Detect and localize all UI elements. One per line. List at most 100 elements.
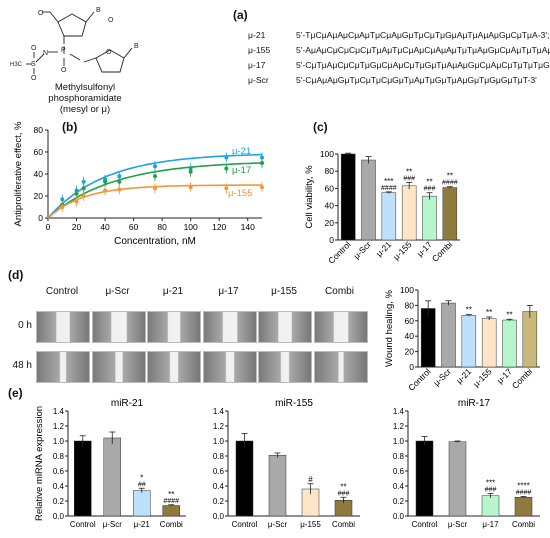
data-point — [188, 185, 193, 190]
wound-image — [258, 351, 312, 383]
y-tick-label: 0 — [38, 213, 43, 223]
data-point — [81, 179, 86, 184]
mesyl-caption-line2: phosphoramidate — [48, 93, 122, 104]
atom-o-s1: O — [31, 45, 37, 52]
y-tick-label: 1.0 — [213, 437, 225, 446]
sequence-name: μ-21 — [248, 30, 266, 40]
significance-star: ** — [426, 178, 432, 187]
series-label: μ-17 — [232, 165, 251, 176]
bar — [420, 308, 436, 368]
bar — [415, 440, 434, 517]
x-tick-label: 60 — [129, 222, 139, 232]
mir21-expression-chart: 0.0 0.2 0.4 0.6 0.8 1.0 1.2 1.4 miR-21 Relative m… — [34, 398, 186, 529]
y-axis-label: Wound healing, % — [384, 289, 395, 366]
chart-title: miR-21 — [111, 398, 144, 409]
wound-column-label: Control — [45, 286, 79, 297]
x-tick-label: 120 — [212, 222, 226, 232]
x-tick-label: Control — [232, 520, 258, 529]
x-tick-label: 40 — [100, 222, 110, 232]
y-tick-label: 0.0 — [393, 512, 405, 521]
wound-image — [91, 311, 146, 343]
mesyl-caption-line1: Methylsulfonyl — [54, 82, 116, 93]
wound-image — [36, 351, 90, 383]
x-tick-label: Control — [412, 520, 438, 529]
data-point — [153, 164, 157, 169]
y-tick-label: 1.4 — [393, 407, 405, 416]
y-tick-label: 80 — [34, 125, 44, 135]
y-tick-label: 100 — [320, 149, 334, 159]
data-point — [117, 179, 122, 184]
data-point — [188, 169, 193, 174]
panel-e-label: (e) — [8, 386, 23, 400]
x-tick-label: 80 — [157, 222, 167, 232]
y-tick-label: 60 — [34, 147, 44, 157]
bar — [401, 185, 417, 241]
x-tick-label: Combi — [510, 366, 535, 391]
y-tick-label: 20 — [34, 191, 44, 201]
bar — [361, 159, 376, 241]
y-tick-label: 1.4 — [213, 407, 225, 416]
sequence-text: 5'-CμTμAμCμCμTμGμCμAμCμTμGμTμAμAμGμCμAμC… — [296, 60, 550, 70]
bar — [481, 318, 497, 368]
y-tick-label: 0 — [409, 362, 414, 372]
x-tick-label: Combi — [332, 520, 355, 529]
y-tick-label: 0.2 — [213, 497, 225, 506]
y-tick-label: 0.8 — [393, 452, 405, 461]
x-tick-label: μ-Scr — [448, 520, 468, 529]
data-point — [74, 199, 79, 204]
x-tick-label: μ-155 — [300, 520, 321, 529]
x-tick-label: μ-Scr — [103, 520, 123, 529]
y-tick-label: 0.6 — [213, 467, 225, 476]
x-tick-label: Control — [70, 520, 96, 529]
data-point — [103, 179, 108, 184]
x-tick-label: Combi — [160, 520, 183, 529]
chart-title: miR-155 — [275, 398, 313, 409]
panel-c-label: (c) — [313, 120, 328, 134]
significance-star: * — [140, 473, 143, 482]
x-tick-label: μ-155 — [471, 366, 494, 389]
y-tick-label: 100 — [400, 285, 414, 295]
y-tick-label: 0.4 — [53, 482, 65, 491]
significance-star: ** — [506, 310, 512, 319]
significance-star: **** — [517, 482, 529, 491]
significance-star: ** — [406, 167, 412, 176]
y-tick-label: 0.2 — [53, 497, 65, 506]
significance-hash: ### — [338, 490, 350, 497]
atom-s: S — [31, 61, 36, 68]
data-point — [74, 191, 79, 196]
wound-image — [91, 351, 146, 383]
wound-image — [36, 311, 90, 343]
atom-p: P — [61, 47, 66, 54]
data-point — [117, 174, 122, 179]
bar — [162, 505, 180, 517]
bar — [514, 497, 533, 517]
data-point — [260, 155, 264, 160]
bar — [502, 319, 517, 368]
wound-image-grid: Control μ-Scr μ-21 μ-17 μ-155 Combi 0 h 48 h — [0, 286, 370, 386]
atom-n: N — [43, 50, 48, 57]
bar — [441, 302, 456, 368]
wound-column-label: μ-21 — [162, 286, 184, 297]
atom-o-ring: O — [106, 49, 112, 56]
data-point — [60, 197, 65, 202]
y-tick-label: 1.4 — [53, 407, 65, 416]
x-tick-label: 20 — [72, 222, 82, 232]
sequence-text: 5'-AμAμCμCμCμCμTμAμTμCμAμCμAμAμTμTμAμGμC… — [296, 45, 550, 55]
mir155-expression-chart: 0.0 0.2 0.4 0.6 0.8 1.0 1.2 1.4 miR-155 Control μ-… — [213, 398, 360, 529]
y-tick-label: 1.2 — [393, 422, 405, 431]
y-tick-label: 80 — [325, 166, 335, 176]
x-tick-label: 100 — [184, 222, 198, 232]
significance-hash: ## — [138, 481, 146, 488]
significance-star: ** — [486, 308, 492, 317]
y-tick-label: 40 — [325, 201, 335, 211]
bar — [74, 440, 92, 517]
x-tick-label: μ-Scr — [351, 239, 373, 261]
y-tick-label: 40 — [405, 331, 415, 341]
y-tick-label: 0.8 — [213, 452, 225, 461]
bar — [422, 195, 437, 241]
data-point — [260, 185, 264, 190]
x-tick-label: μ-17 — [482, 520, 499, 529]
bar — [340, 153, 356, 241]
series-label: μ-21 — [232, 146, 251, 157]
